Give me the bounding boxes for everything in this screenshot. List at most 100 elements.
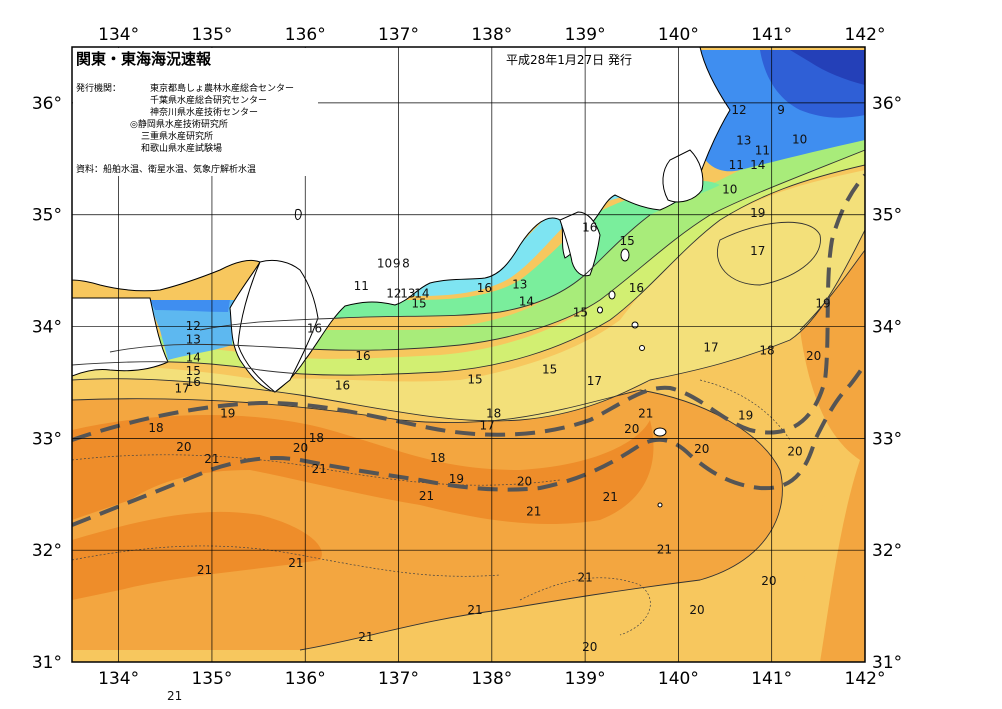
contour-value-label: 20	[806, 349, 821, 363]
hachijo-island	[653, 427, 667, 437]
contour-value-label: 12	[731, 103, 746, 117]
lon-tick-label: 142°	[845, 25, 886, 45]
lat-tick-label: 31°	[32, 653, 62, 673]
lon-tick-label: 139°	[565, 669, 606, 689]
contour-value-label: 11	[729, 158, 744, 172]
contour-value-label: 15	[467, 373, 482, 387]
contour-value-label: 19	[220, 406, 235, 420]
contour-value-label: 8	[402, 256, 410, 270]
lat-tick-label: 33°	[872, 429, 902, 449]
issuer-4: ◎静岡県水産技術研究所	[130, 118, 228, 130]
contour-value-label: 10	[792, 132, 807, 146]
contour-value-label: 20	[293, 441, 308, 455]
dotted-contour	[519, 577, 651, 636]
contour-value-label: 20	[761, 574, 776, 588]
lon-ticks-bottom: 134° 135° 136° 137° 138° 139° 140° 141° 142°	[98, 669, 885, 689]
contour-value-label: 16	[355, 349, 370, 363]
contour-value-label: 13	[512, 278, 527, 292]
map-title: 関東・東海海況速報	[76, 50, 212, 68]
contour-value-label: 14	[186, 350, 201, 364]
contour-value-label: 10	[377, 256, 392, 270]
lon-tick-label: 139°	[565, 25, 606, 45]
lon-tick-label: 140°	[658, 669, 699, 689]
contour-value-label: 13	[186, 332, 201, 346]
islands	[294, 209, 667, 508]
contour-value-label: 21	[577, 571, 592, 585]
kuroshio-axis	[72, 173, 865, 527]
dotted-contours	[72, 379, 791, 636]
contour-value-label: 17	[703, 340, 718, 354]
issuer-6: 和歌山県水産試験場	[141, 142, 222, 154]
contour-value-label: 20	[176, 440, 191, 454]
lat-tick-label: 36°	[32, 94, 62, 114]
contour-value-label: 20	[624, 422, 639, 436]
lon-tick-label: 137°	[378, 669, 419, 689]
lon-tick-label: 136°	[285, 669, 326, 689]
contour-value-label: 20	[787, 444, 802, 458]
lat-ticks-left: 36° 35° 34° 33° 32° 31°	[32, 94, 62, 673]
contour-value-label: 21	[526, 505, 541, 519]
lat-tick-label: 32°	[32, 541, 62, 561]
band-19	[72, 170, 865, 421]
contour-value-label: 15	[619, 234, 634, 248]
mikura-island	[639, 345, 645, 351]
contour-value-label: 13	[736, 133, 751, 147]
contour-value-label: 15	[542, 363, 557, 377]
contour-value-label: 19	[815, 297, 830, 311]
contour-value-label: 21	[657, 543, 672, 557]
contour-value-label: 15	[411, 297, 426, 311]
contour-value-label: 19	[750, 206, 765, 220]
band-11-west	[150, 300, 230, 312]
contour-value-label: 15	[573, 306, 588, 320]
kozushima-island	[597, 306, 603, 314]
contour-value-label: 14	[414, 287, 429, 301]
contour-value-label: 18	[486, 406, 501, 420]
lat-tick-label: 35°	[32, 206, 62, 226]
contour-value-label: 13	[400, 287, 415, 301]
issuer-1: 東京都島しょ農林水産総合センター	[150, 82, 294, 94]
band-15	[300, 191, 630, 305]
contour-value-label: 17	[480, 419, 495, 433]
contour-value-label: 17	[174, 382, 189, 396]
lat-tick-label: 32°	[872, 541, 902, 561]
isotherm-20	[72, 389, 783, 651]
band-21-east	[800, 250, 865, 662]
contour-value-label: 16	[582, 221, 597, 235]
contour-value-label: 14	[750, 158, 765, 172]
issuer-2: 千葉県水産総合研究センター	[150, 94, 267, 106]
contour-value-label: 9	[393, 256, 401, 270]
dotted-contour	[699, 379, 791, 441]
lon-tick-label: 140°	[658, 25, 699, 45]
contour-value-label: 21	[358, 630, 373, 644]
lat-tick-label: 34°	[872, 318, 902, 338]
contour-value-label: 20	[689, 603, 704, 617]
isotherm-16	[199, 214, 651, 331]
contour-value-label: 21	[288, 556, 303, 570]
contour-value-label: 21	[638, 406, 653, 420]
contour-value-label: 20	[517, 474, 532, 488]
contour-value-label: 21	[603, 490, 618, 504]
header-box	[73, 48, 318, 176]
data-source: 資料：船舶水温、衛星水温、気象庁解析水温	[76, 163, 256, 175]
contour-value-label: 16	[629, 281, 644, 295]
izu-peninsula	[559, 211, 601, 277]
contour-value-label: 12	[186, 319, 201, 333]
band-20-east	[640, 290, 865, 662]
isotherm-17	[109, 149, 865, 353]
contour-value-label: 21	[467, 603, 482, 617]
issuer-5: 三重県水産研究所	[141, 130, 213, 142]
lon-tick-label: 141°	[751, 669, 792, 689]
lon-tick-label: 134°	[98, 669, 139, 689]
map-frame	[71, 46, 866, 663]
contour-value-label: 21	[419, 489, 434, 503]
contour-value-label: 15	[186, 364, 201, 378]
contour-value-label: 21	[197, 563, 212, 577]
contour-value-label: 11	[354, 279, 369, 293]
band-9-north	[790, 50, 865, 85]
lon-tick-label: 135°	[191, 669, 232, 689]
lon-tick-label: 142°	[845, 669, 886, 689]
contour-value-label: 16	[477, 281, 492, 295]
lat-tick-label: 31°	[872, 653, 902, 673]
